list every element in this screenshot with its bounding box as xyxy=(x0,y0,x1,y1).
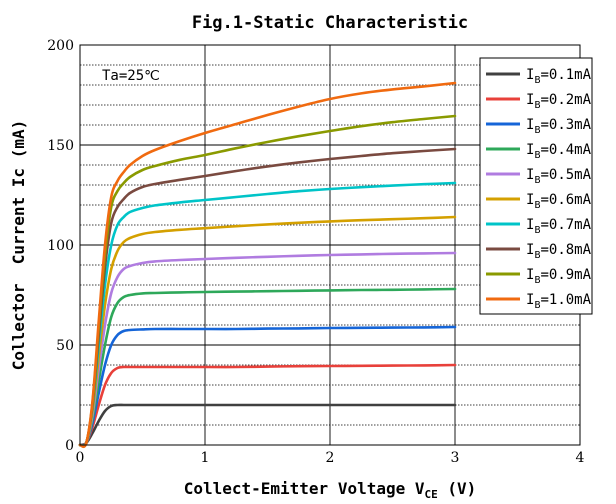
x-tick-label: 2 xyxy=(326,450,335,466)
series-line-0-4ma xyxy=(78,287,457,447)
series-layer xyxy=(78,81,457,449)
annotation: Ta=25℃ xyxy=(102,68,160,84)
series-line-1-0ma xyxy=(78,81,457,449)
series-line-0-6ma xyxy=(78,215,457,448)
y-tick-label: 150 xyxy=(47,138,74,154)
chart-title: Fig.1-Static Characteristic xyxy=(192,13,468,33)
x-tick-label: 0 xyxy=(76,450,85,466)
legend-label: IB=0.7mA xyxy=(526,217,592,236)
series-line-0-7ma xyxy=(78,181,457,448)
legend-label: IB=1.0mA xyxy=(526,292,592,311)
x-axis-label: Collect-Emitter Voltage VCE (V) xyxy=(184,479,477,501)
legend: IB=0.1mA IB=0.2mA IB=0.3mA IB=0.4mA IB=0.5mA… xyxy=(479,57,593,315)
y-tick-label: 50 xyxy=(56,338,74,354)
x-tick-label: 1 xyxy=(201,450,210,466)
series-line-0-5ma xyxy=(78,251,457,448)
legend-label: IB=0.3mA xyxy=(526,117,592,136)
series-line-0-2ma xyxy=(78,363,457,447)
legend-box xyxy=(479,57,593,315)
legend-label: IB=0.6mA xyxy=(526,192,592,211)
series-line-0-1ma xyxy=(78,403,457,447)
y-axis-label: Collector Current Ic (mA) xyxy=(9,120,28,370)
x-tick-label: 4 xyxy=(576,450,585,466)
y-tick-label: 200 xyxy=(47,38,74,54)
legend-label: IB=0.5mA xyxy=(526,167,592,186)
legend-label: IB=0.9mA xyxy=(526,267,592,286)
y-tick-label: 0 xyxy=(65,438,74,454)
temperature-annotation: Ta=25℃ xyxy=(102,68,160,84)
x-tick-label: 3 xyxy=(451,450,460,466)
legend-label: IB=0.4mA xyxy=(526,142,592,161)
legend-label: IB=0.1mA xyxy=(526,67,592,86)
series-line-0-3ma xyxy=(78,325,457,447)
legend-label: IB=0.8mA xyxy=(526,242,592,261)
tick-labels: 0 1 2 3 4 0 50 100 150 200 xyxy=(47,38,584,466)
legend-label: IB=0.2mA xyxy=(526,92,592,111)
y-tick-label: 100 xyxy=(47,238,74,254)
